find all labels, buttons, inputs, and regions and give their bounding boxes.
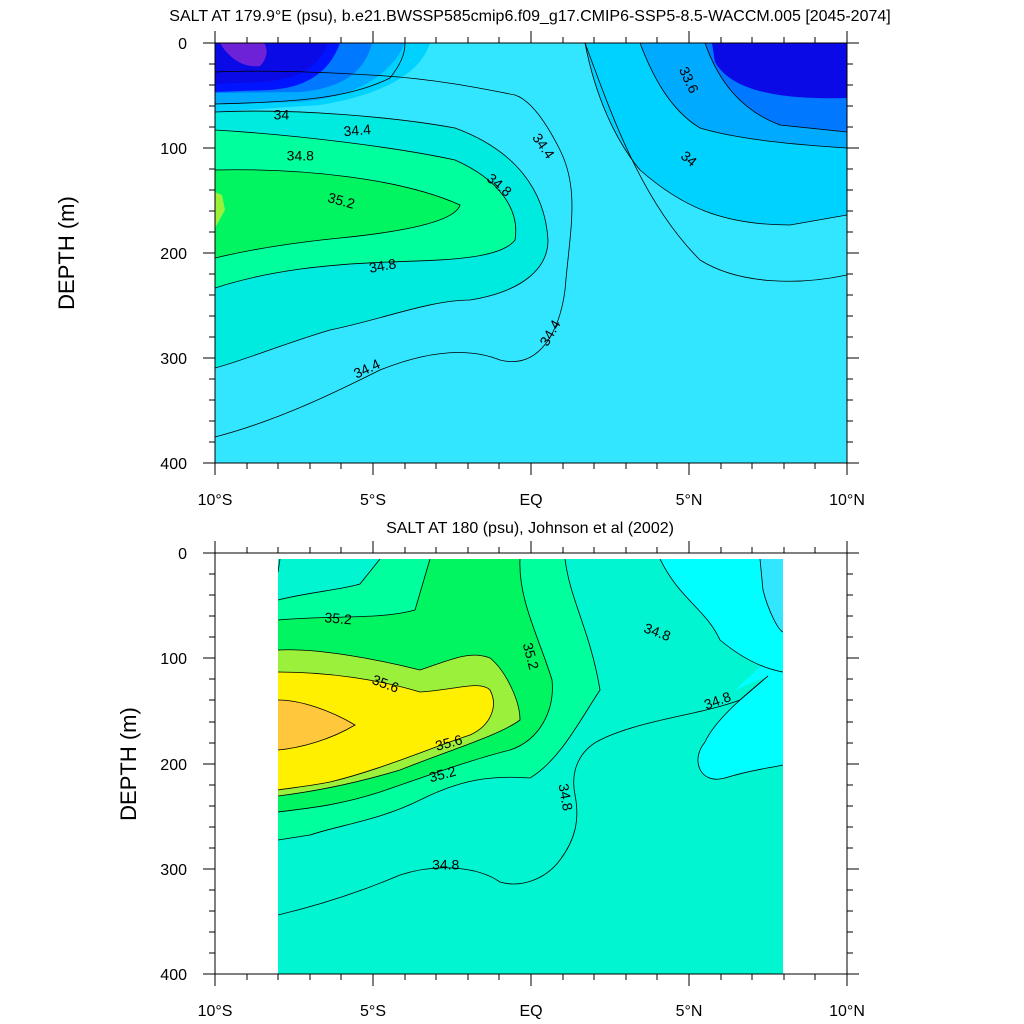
top-ytick-200: 200 <box>160 246 187 263</box>
bottom-xtick-5n: 5°N <box>676 1003 703 1020</box>
top-xtick-10n: 10°N <box>829 492 865 509</box>
top-contour-label-1: 34 <box>274 106 290 122</box>
bottom-contour-label-6: 35.2 <box>427 763 458 786</box>
bottom-ytick-200: 200 <box>160 757 187 774</box>
top-chart-title: SALT AT 179.9°E (psu), b.e21.BWSSP585cmi… <box>169 8 890 25</box>
bottom-ytick-100: 100 <box>160 651 187 668</box>
bottom-xtick-10s: 10°S <box>198 1003 233 1020</box>
bottom-x-ticks <box>214 541 848 986</box>
top-contour-label-8: 34.8 <box>368 255 398 276</box>
top-y-tick-labels: 0 100 200 300 400 <box>160 36 187 473</box>
bottom-x-tick-labels: 10°S 5°S EQ 5°N 10°N <box>198 1003 865 1020</box>
bottom-band-east-34.4 <box>697 559 783 780</box>
bottom-xtick-5s: 5°S <box>360 1003 386 1020</box>
top-band-35.6 <box>215 169 460 258</box>
top-xtick-5s: 5°S <box>360 492 386 509</box>
top-x-ticks <box>214 31 848 475</box>
top-band-east-32.8 <box>712 43 847 99</box>
bottom-band-36.0 <box>278 700 355 750</box>
top-ytick-300: 300 <box>160 351 187 368</box>
top-y-ticks <box>203 42 859 464</box>
bottom-ytick-0: 0 <box>178 546 187 563</box>
top-xtick-5n: 5°N <box>676 492 703 509</box>
top-contour-label-6: 35.2 <box>326 189 357 212</box>
top-contour-label-2: 34.4 <box>343 121 372 139</box>
top-xtick-10s: 10°S <box>198 492 233 509</box>
top-contour-field <box>215 43 847 463</box>
bottom-band-east-fresh <box>760 559 783 632</box>
top-y-axis-label: DEPTH (m) <box>54 196 79 310</box>
bottom-y-tick-labels: 0 100 200 300 400 <box>160 546 187 984</box>
bottom-band-east-upper-34.4 <box>660 559 783 672</box>
bottom-contour-label-0: 35.2 <box>324 609 353 627</box>
top-core-highest <box>215 192 225 228</box>
top-x-tick-labels: 10°S 5°S EQ 5°N 10°N <box>198 492 865 509</box>
top-band-west-32.0 <box>220 43 267 67</box>
top-ytick-0: 0 <box>178 36 187 53</box>
top-ytick-100: 100 <box>160 141 187 158</box>
bottom-contour-label-7: 34.8 <box>556 782 577 812</box>
bottom-y-ticks <box>203 552 859 975</box>
bottom-band-35.6-36.0 <box>278 672 494 790</box>
top-contour-label-5: 34.8 <box>287 147 314 163</box>
bottom-contour-label-5: 35.6 <box>434 731 465 754</box>
bottom-chart-title: SALT AT 180 (psu), Johnson et al (2002) <box>386 520 674 537</box>
bottom-ytick-300: 300 <box>160 862 187 879</box>
bottom-contour-field <box>278 559 783 974</box>
bottom-y-axis-label: DEPTH (m) <box>116 707 141 821</box>
bottom-xtick-10n: 10°N <box>829 1003 865 1020</box>
bottom-xtick-eq: EQ <box>519 1003 542 1020</box>
top-ytick-400: 400 <box>160 456 187 473</box>
bottom-ytick-400: 400 <box>160 967 187 984</box>
bottom-contour-label-2: 35.2 <box>520 641 543 672</box>
top-xtick-eq: EQ <box>519 492 542 509</box>
bottom-contour-label-8: 34.8 <box>432 857 459 873</box>
